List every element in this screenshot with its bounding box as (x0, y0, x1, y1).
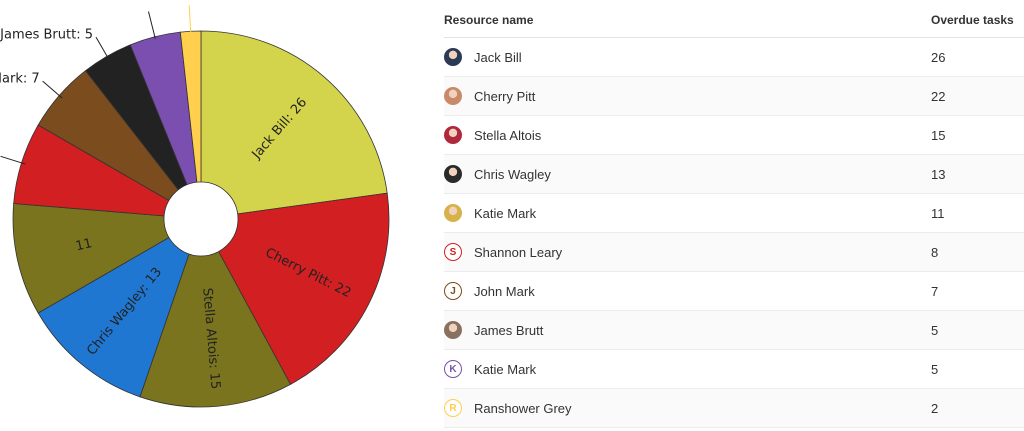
table-row[interactable]: Cherry Pitt 22 (444, 77, 1024, 116)
header-resource-name[interactable]: Resource name (444, 12, 534, 27)
donut-hole (163, 181, 239, 257)
table-row[interactable]: Chris Wagley 13 (444, 155, 1024, 194)
avatar-photo-icon (444, 87, 462, 105)
table-body: Jack Bill 26 Cherry Pitt 22 Stella Altois 15 C… (444, 38, 1024, 428)
label-leader-line (42, 80, 63, 99)
resource-name[interactable]: Jack Bill (474, 49, 522, 65)
resource-table: Resource name Overdue tasks Jack Bill 26 C… (444, 0, 1024, 428)
resource-name-cell: Jack Bill (444, 48, 931, 66)
resource-name[interactable]: John Mark (474, 283, 535, 299)
resource-name[interactable]: Chris Wagley (474, 166, 551, 182)
table-row[interactable]: S Shannon Leary 8 (444, 233, 1024, 272)
overdue-tasks-value: 5 (931, 322, 939, 338)
resource-name-cell: Katie Mark (444, 204, 931, 222)
label-leader-line (147, 11, 156, 39)
table-row[interactable]: Stella Altois 15 (444, 116, 1024, 155)
header-overdue-tasks[interactable]: Overdue tasks (931, 12, 1014, 27)
pie-chart: Jack Bill: 26 Cherry Pitt: 22 Stella Altoi… (0, 0, 430, 431)
table-row[interactable]: Jack Bill 26 (444, 38, 1024, 77)
label-leader-line (0, 155, 26, 165)
overdue-tasks-value: 22 (931, 88, 946, 104)
resource-name-cell: Chris Wagley (444, 165, 931, 183)
overdue-tasks-value: 2 (931, 400, 939, 416)
slice-label: 11 (74, 236, 93, 254)
slice-outside-label: hn Mark: 7 (0, 72, 40, 87)
resource-name-cell: James Brutt (444, 321, 931, 339)
resource-name-cell: Cherry Pitt (444, 87, 931, 105)
resource-name-cell: S Shannon Leary (444, 243, 931, 261)
overdue-tasks-value: 5 (931, 361, 939, 377)
resource-name-cell: J John Mark (444, 282, 931, 300)
resource-name-cell: K Katie Mark (444, 360, 931, 378)
resource-name[interactable]: Shannon Leary (474, 244, 563, 260)
avatar-photo-icon (444, 165, 462, 183)
avatar-photo-icon (444, 48, 462, 66)
resource-name[interactable]: Stella Altois (474, 127, 542, 143)
table-header: Resource name Overdue tasks (444, 0, 1024, 38)
initial-avatar: J (444, 282, 462, 300)
resource-name[interactable]: Cherry Pitt (474, 88, 536, 104)
avatar-photo-icon (444, 204, 462, 222)
pie-slice[interactable] (200, 30, 388, 220)
slice-outside-label: James Brutt: 5 (0, 28, 93, 43)
avatar-photo-icon (444, 321, 462, 339)
resource-name[interactable]: Katie Mark (474, 205, 537, 221)
resource-name[interactable]: James Brutt (474, 322, 544, 338)
table-row[interactable]: R Ranshower Grey 2 (444, 389, 1024, 428)
initial-avatar: S (444, 243, 462, 261)
table-row[interactable]: James Brutt 5 (444, 311, 1024, 350)
initial-avatar: K (444, 360, 462, 378)
resource-name-cell: R Ranshower Grey (444, 399, 931, 417)
table-row[interactable]: Katie Mark 11 (444, 194, 1024, 233)
table-row[interactable]: J John Mark 7 (444, 272, 1024, 311)
overdue-tasks-value: 11 (931, 205, 945, 221)
overdue-tasks-value: 7 (931, 283, 939, 299)
avatar-photo-icon (444, 126, 462, 144)
pie-slice[interactable] (12, 203, 203, 314)
resource-name[interactable]: Ranshower Grey (474, 400, 572, 416)
pie-slice[interactable] (200, 192, 390, 385)
overdue-tasks-value: 13 (931, 166, 946, 182)
resource-name[interactable]: Katie Mark (474, 361, 537, 377)
resource-name-cell: Stella Altois (444, 126, 931, 144)
initial-avatar: R (444, 399, 462, 417)
label-leader-line (188, 5, 192, 34)
table-row[interactable]: K Katie Mark 5 (444, 350, 1024, 389)
overdue-tasks-value: 26 (931, 49, 946, 65)
overdue-tasks-value: 8 (931, 244, 939, 260)
label-leader-line (95, 36, 110, 60)
pie-slice[interactable] (139, 218, 292, 408)
pie-slice[interactable] (37, 218, 202, 398)
overdue-tasks-value: 15 (931, 127, 946, 143)
